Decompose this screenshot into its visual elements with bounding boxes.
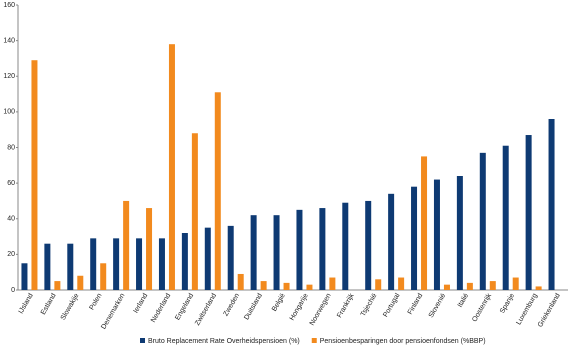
bar xyxy=(296,209,303,290)
bar xyxy=(227,225,234,290)
x-tick-label: Zweden xyxy=(223,292,242,317)
x-tick-label: Engeland xyxy=(174,292,195,321)
x-tick-label: Noorwegen xyxy=(309,292,333,327)
x-tick-label: Portugal xyxy=(382,292,401,318)
legend-swatch xyxy=(311,338,317,343)
y-tick-label: 40 xyxy=(7,216,15,223)
x-tick-label: Hongarije xyxy=(289,292,310,322)
bar xyxy=(548,119,555,290)
y-tick-label: 0 xyxy=(11,287,15,294)
bar xyxy=(214,92,221,290)
x-tick-label: Oostenrijk xyxy=(471,292,493,323)
bar xyxy=(21,263,28,290)
bar xyxy=(67,243,74,290)
y-tick-label: 20 xyxy=(7,251,15,258)
x-tick-label: Finland xyxy=(407,292,425,315)
bar xyxy=(342,202,349,290)
x-tick-label: Polen xyxy=(89,292,104,311)
x-tick-label: Nederland xyxy=(150,292,172,324)
bar xyxy=(273,215,280,290)
x-tick-label: Denemarken xyxy=(100,292,126,330)
bar xyxy=(77,275,84,290)
bar xyxy=(319,208,326,290)
bar xyxy=(525,135,532,290)
x-tick-label: IJsland xyxy=(18,292,35,315)
bar xyxy=(100,263,107,290)
bar xyxy=(250,215,257,290)
bar xyxy=(44,243,51,290)
bar xyxy=(502,145,509,290)
bar xyxy=(90,238,97,290)
bar xyxy=(375,279,382,290)
bar xyxy=(168,44,175,290)
bar xyxy=(31,60,38,290)
bar xyxy=(421,156,428,290)
bar xyxy=(191,133,198,290)
bar xyxy=(489,281,496,290)
x-tick-label: Italië xyxy=(457,292,471,308)
bar xyxy=(146,208,153,290)
bar xyxy=(456,176,463,290)
legend-swatch xyxy=(140,338,145,343)
bar xyxy=(158,238,165,290)
x-tick-label: Spanje xyxy=(499,292,516,314)
x-tick-label: Ierland xyxy=(133,292,150,314)
bar xyxy=(260,281,267,290)
bar xyxy=(54,281,61,290)
x-tick-label: Tsjechië xyxy=(360,292,379,317)
bar xyxy=(411,186,418,290)
bar xyxy=(136,238,143,290)
bar xyxy=(123,200,130,290)
bar xyxy=(181,233,188,290)
legend-label: Bruto Replacement Rate Overheidspensioen… xyxy=(148,338,300,345)
x-tick-label: Zwitserland xyxy=(194,292,218,327)
bar xyxy=(388,193,395,290)
x-tick-label: Estland xyxy=(40,292,58,316)
y-tick-label: 100 xyxy=(3,109,15,116)
y-tick-label: 160 xyxy=(3,2,15,9)
bar xyxy=(237,273,244,290)
bar xyxy=(512,277,519,290)
bar xyxy=(283,282,290,290)
bar xyxy=(365,200,372,290)
bar xyxy=(466,282,473,290)
bar xyxy=(329,277,336,290)
y-tick-label: 80 xyxy=(7,144,15,151)
bar xyxy=(398,277,405,290)
y-tick-label: 140 xyxy=(3,37,15,44)
bar xyxy=(204,227,211,290)
x-tick-label: Luxemburg xyxy=(515,292,539,326)
bar xyxy=(306,284,313,290)
x-tick-label: Duitsland xyxy=(243,292,264,321)
bar xyxy=(113,238,120,290)
y-tick-label: 120 xyxy=(3,73,15,80)
bar xyxy=(479,152,486,290)
x-tick-label: Frankrijk xyxy=(336,292,356,319)
legend-label: Pensioenbesparingen door pensioenfondsen… xyxy=(320,338,486,345)
bar xyxy=(535,286,542,290)
x-tick-label: Slovenië xyxy=(428,292,448,319)
bar xyxy=(443,284,450,290)
x-tick-label: Griekenland xyxy=(537,292,562,328)
bar xyxy=(433,179,440,290)
x-tick-label: België xyxy=(271,292,287,312)
y-tick-label: 60 xyxy=(7,180,15,187)
x-tick-label: Slowakije xyxy=(60,292,81,321)
